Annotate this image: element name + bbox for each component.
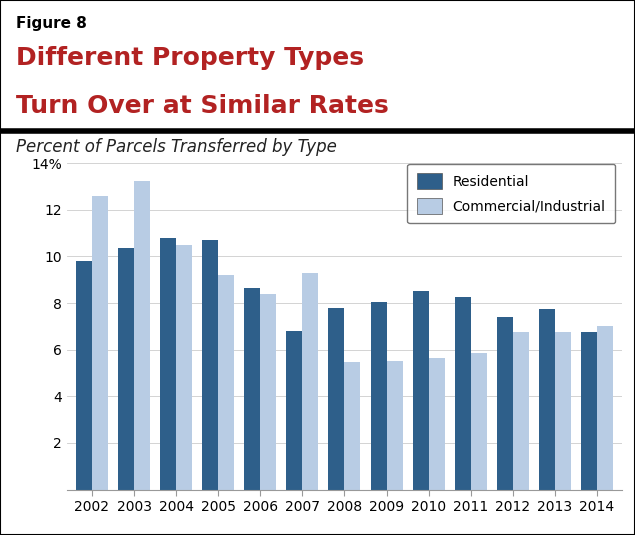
Bar	[471, 353, 487, 490]
Bar	[513, 332, 529, 490]
Bar	[344, 363, 361, 490]
Text: Different Property Types: Different Property Types	[16, 46, 364, 70]
Bar	[497, 317, 513, 490]
Bar	[581, 332, 597, 490]
Bar	[597, 326, 613, 490]
Bar	[555, 332, 571, 490]
Bar	[539, 309, 555, 490]
Bar	[118, 248, 134, 490]
Bar	[176, 244, 192, 490]
Bar	[371, 302, 387, 490]
Bar	[286, 331, 302, 490]
Bar	[429, 358, 444, 490]
Bar	[302, 273, 318, 490]
Text: Turn Over at Similar Rates: Turn Over at Similar Rates	[16, 94, 389, 118]
Text: Percent of Parcels Transferred by Type: Percent of Parcels Transferred by Type	[16, 138, 337, 156]
Text: Figure 8: Figure 8	[16, 16, 87, 30]
Legend: Residential, Commercial/Industrial: Residential, Commercial/Industrial	[407, 164, 615, 224]
Bar	[244, 288, 260, 490]
Bar	[92, 196, 108, 490]
Bar	[160, 238, 176, 490]
Bar	[387, 361, 403, 490]
Bar	[76, 261, 92, 490]
Bar	[218, 275, 234, 490]
Bar	[328, 308, 344, 490]
Bar	[260, 294, 276, 490]
Bar	[413, 292, 429, 490]
Bar	[455, 297, 471, 490]
Bar	[134, 181, 150, 490]
Bar	[202, 240, 218, 490]
